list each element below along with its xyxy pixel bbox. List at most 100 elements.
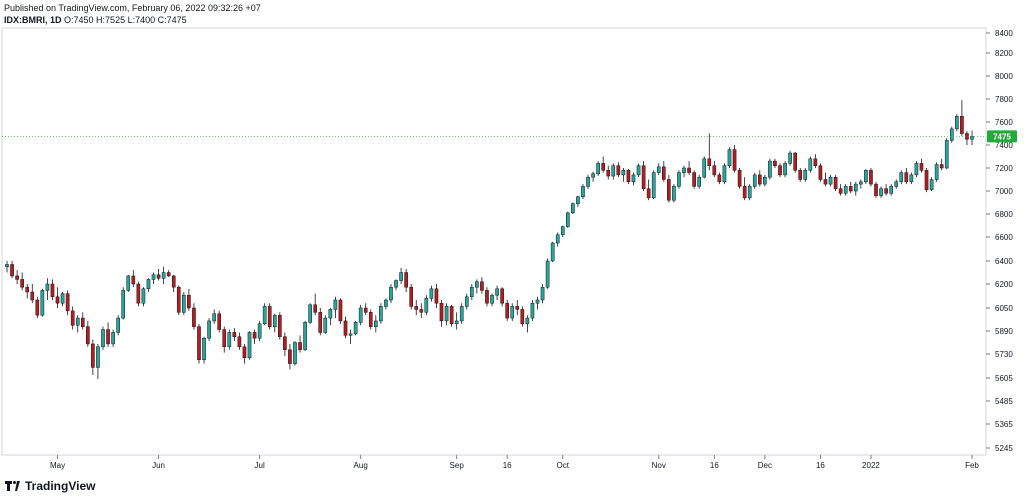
candle[interactable] <box>899 170 904 185</box>
candle[interactable] <box>20 272 24 291</box>
candle[interactable] <box>192 303 196 330</box>
candle[interactable] <box>763 174 767 187</box>
candle[interactable] <box>368 309 373 330</box>
candle[interactable] <box>626 169 631 185</box>
candle[interactable] <box>505 300 509 321</box>
candle[interactable] <box>904 168 909 185</box>
candle[interactable] <box>272 313 277 333</box>
candle[interactable] <box>343 316 348 339</box>
candle[interactable] <box>404 269 408 292</box>
candle[interactable] <box>267 303 272 330</box>
candle[interactable] <box>722 163 727 185</box>
candle[interactable] <box>712 161 717 178</box>
candle[interactable] <box>768 158 772 180</box>
candle[interactable] <box>449 304 454 327</box>
candle[interactable] <box>288 343 292 370</box>
candle[interactable] <box>278 312 282 340</box>
candle[interactable] <box>929 177 934 191</box>
candle[interactable] <box>131 270 136 288</box>
candle[interactable] <box>732 145 737 173</box>
candle[interactable] <box>237 332 242 350</box>
candle[interactable] <box>176 285 181 316</box>
candle[interactable] <box>631 172 636 186</box>
candle[interactable] <box>126 274 131 292</box>
candle[interactable] <box>646 179 651 201</box>
candle[interactable] <box>520 306 525 327</box>
candle[interactable] <box>308 303 312 324</box>
candle[interactable] <box>813 154 818 168</box>
candle[interactable] <box>10 261 14 279</box>
candle[interactable] <box>202 336 206 364</box>
candle[interactable] <box>636 163 641 178</box>
candle[interactable] <box>798 168 803 182</box>
candle[interactable] <box>495 285 499 300</box>
candle[interactable] <box>793 151 797 173</box>
candle[interactable] <box>444 303 449 326</box>
candle[interactable] <box>833 174 838 191</box>
candle[interactable] <box>677 170 681 189</box>
candle[interactable] <box>949 126 954 143</box>
candle[interactable] <box>106 322 110 347</box>
candle[interactable] <box>909 172 914 185</box>
candle[interactable] <box>697 174 701 189</box>
candle[interactable] <box>924 168 929 193</box>
candle[interactable] <box>384 298 388 310</box>
candle[interactable] <box>429 285 434 302</box>
candle[interactable] <box>338 298 343 324</box>
candle[interactable] <box>293 341 297 366</box>
candle[interactable] <box>843 184 848 196</box>
candle[interactable] <box>838 184 843 196</box>
candle[interactable] <box>5 261 9 273</box>
candle[interactable] <box>182 292 186 316</box>
candle[interactable] <box>591 171 595 182</box>
candle[interactable] <box>535 296 540 310</box>
candle[interactable] <box>651 170 656 200</box>
candle[interactable] <box>752 172 757 189</box>
candle[interactable] <box>399 267 403 284</box>
candle[interactable] <box>419 303 424 319</box>
candle[interactable] <box>328 308 333 326</box>
candle[interactable] <box>914 161 919 178</box>
candle[interactable] <box>864 169 868 185</box>
candle[interactable] <box>601 156 605 173</box>
candle[interactable] <box>283 332 287 356</box>
candle[interactable] <box>596 161 600 177</box>
candle[interactable] <box>303 320 307 352</box>
candle[interactable] <box>823 172 828 187</box>
candle[interactable] <box>363 303 368 316</box>
candle[interactable] <box>757 170 762 187</box>
candle[interactable] <box>374 315 378 333</box>
candle[interactable] <box>171 274 176 292</box>
candle[interactable] <box>70 306 75 330</box>
candle[interactable] <box>682 165 686 178</box>
candle[interactable] <box>247 331 252 360</box>
candle[interactable] <box>45 278 50 300</box>
candle[interactable] <box>803 168 808 182</box>
candle[interactable] <box>707 133 712 171</box>
candle[interactable] <box>86 320 90 347</box>
candle[interactable] <box>227 329 232 350</box>
candle[interactable] <box>788 150 792 166</box>
candle[interactable] <box>919 158 924 173</box>
candle[interactable] <box>459 303 464 324</box>
candle[interactable] <box>197 323 201 364</box>
candle[interactable] <box>91 339 95 376</box>
candle[interactable] <box>727 147 732 168</box>
candle[interactable] <box>55 287 60 308</box>
candle[interactable] <box>313 293 318 316</box>
candle[interactable] <box>747 184 752 201</box>
candle[interactable] <box>464 293 469 310</box>
candle[interactable] <box>358 304 363 326</box>
candle[interactable] <box>808 156 813 173</box>
candle[interactable] <box>525 315 530 333</box>
candle[interactable] <box>848 181 853 194</box>
candle[interactable] <box>379 303 383 324</box>
candle[interactable] <box>252 329 257 344</box>
candle[interactable] <box>565 211 570 228</box>
candle[interactable] <box>151 272 156 285</box>
candle[interactable] <box>409 284 414 310</box>
candle[interactable] <box>742 177 747 201</box>
candle[interactable] <box>934 162 939 182</box>
candle[interactable] <box>30 284 35 304</box>
